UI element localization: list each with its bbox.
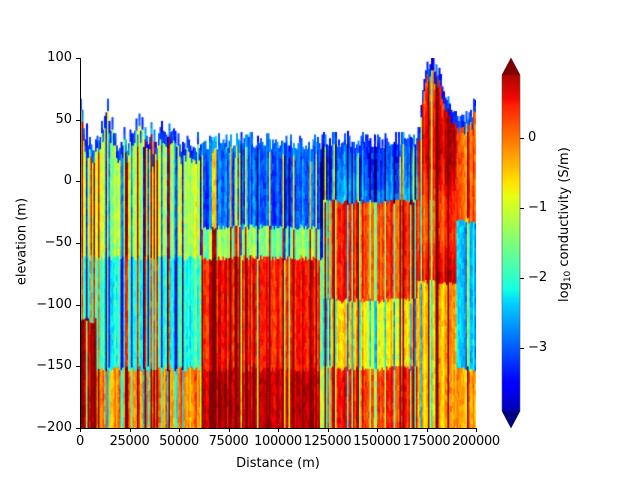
colorbar-tick-mark	[520, 138, 524, 139]
y-tick-label: 50	[55, 111, 72, 127]
x-axis-label: Distance (m)	[236, 456, 320, 471]
x-tick-mark	[426, 428, 428, 432]
colorbar-tick-mark	[520, 208, 524, 209]
y-tick-label: 100	[47, 50, 72, 65]
x-tick-label: 125000	[303, 434, 352, 449]
colorbar-tick-label: −2	[528, 270, 548, 285]
colorbar-tick-label: −1	[528, 200, 548, 215]
y-tick-label: −100	[36, 296, 72, 312]
x-tick-label: 100000	[254, 434, 302, 449]
x-tick-label: 0	[76, 434, 84, 449]
colorbar	[501, 57, 521, 429]
y-tick-mark	[76, 58, 80, 59]
y-tick-label: −50	[44, 235, 72, 250]
y-tick-mark	[76, 243, 80, 244]
conductivity-section-image	[80, 58, 476, 428]
x-tick-mark	[129, 428, 131, 432]
x-tick-mark	[327, 428, 329, 432]
x-tick-mark	[377, 428, 378, 432]
y-tick-mark	[76, 428, 80, 429]
x-tick-label: 75000	[208, 434, 249, 449]
x-tick-mark	[476, 428, 477, 432]
y-tick-label: −150	[36, 358, 72, 374]
y-tick-label: 0	[63, 173, 72, 189]
x-tick-label: 25000	[109, 434, 150, 449]
colorbar-tick-label: 0	[528, 130, 537, 145]
colorbar-tick-mark	[520, 348, 524, 349]
x-tick-mark	[80, 428, 81, 432]
colorbar-tick-mark	[520, 278, 524, 279]
x-tick-label: 200000	[452, 434, 500, 449]
x-tick-label: 150000	[353, 434, 401, 449]
colorbar-tick-label: −3	[528, 340, 548, 355]
x-tick-label: 175000	[402, 434, 451, 449]
x-tick-mark	[278, 428, 279, 432]
x-tick-label: 50000	[159, 434, 199, 449]
y-tick-mark	[76, 119, 80, 121]
y-tick-label: −200	[36, 420, 72, 435]
y-tick-mark	[76, 304, 80, 306]
y-tick-mark	[76, 181, 80, 183]
colorbar-label: log10 conductivity (S/m)	[557, 147, 573, 302]
y-tick-mark	[76, 366, 80, 368]
y-axis-spine	[80, 58, 81, 429]
y-axis-label: elevation (m)	[14, 197, 30, 286]
x-tick-mark	[179, 428, 180, 432]
x-tick-mark	[228, 428, 230, 432]
